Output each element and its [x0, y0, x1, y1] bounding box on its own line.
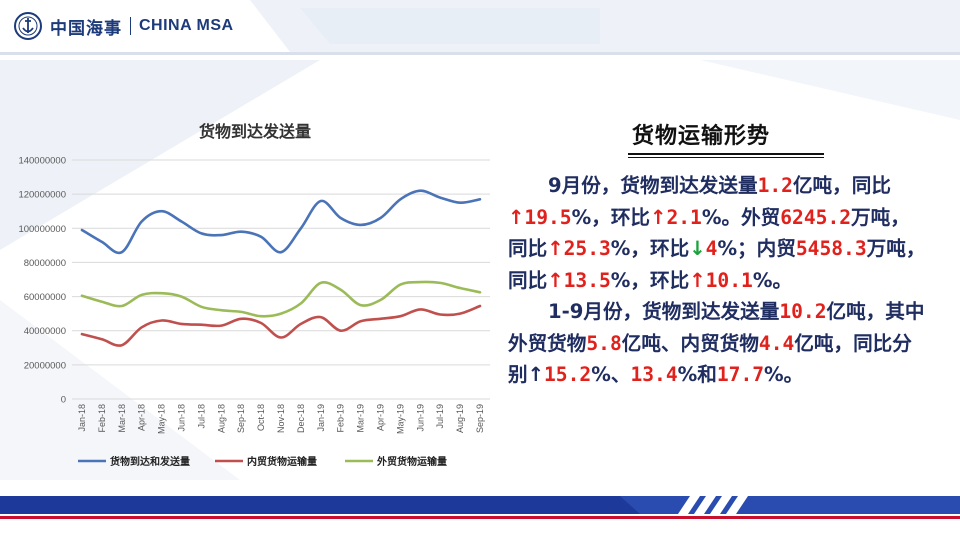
up-arrow-icon: ↑ — [650, 205, 667, 229]
section-title-underline-thin — [628, 157, 824, 158]
down-arrow-icon: ↓ — [689, 237, 706, 260]
x-tick-label: Aug-18 — [216, 404, 226, 433]
legend-label: 外贸货物运输量 — [376, 455, 447, 468]
y-tick-label: 20000000 — [24, 360, 66, 371]
logo-chinese-text: 中国海事 — [50, 18, 122, 39]
header-bar: 中国海事 CHINA MSA — [0, 0, 960, 52]
y-tick-label: 0 — [61, 395, 66, 406]
logo: 中国海事 CHINA MSA — [14, 12, 234, 40]
logo-divider — [130, 17, 131, 35]
x-tick-label: Apr-18 — [137, 404, 147, 431]
x-tick-label: Jul-19 — [435, 404, 445, 429]
x-tick-label: Sep-18 — [236, 404, 246, 433]
y-tick-label: 80000000 — [24, 258, 66, 269]
x-tick-label: Feb-18 — [97, 404, 107, 433]
x-tick-label: Jan-19 — [316, 404, 326, 432]
x-tick-label: Oct-18 — [256, 404, 266, 431]
value-total-monthly: 1.2 — [757, 174, 793, 197]
legend-label: 内贸货物运输量 — [247, 455, 317, 468]
series-line-2 — [80, 304, 482, 347]
y-tick-label: 140000000 — [18, 156, 66, 167]
x-tick-label: Dec-18 — [296, 404, 306, 433]
summary-text: 9月份，货物到达发送量1.2亿吨，同比↑19.5%，环比↑2.1%。外贸6245… — [508, 170, 928, 391]
x-tick-label: Jan-18 — [77, 404, 87, 432]
x-tick-label: Mar-19 — [356, 404, 366, 433]
x-tick-label: Nov-18 — [276, 404, 286, 433]
y-tick-label: 120000000 — [18, 190, 66, 201]
x-tick-label: May-19 — [395, 404, 405, 434]
x-tick-label: Jul-18 — [196, 404, 206, 429]
up-arrow-icon: ↑ — [689, 268, 706, 292]
header-background — [0, 0, 960, 52]
legend-label: 货物到达和发送量 — [110, 455, 190, 468]
footer-stripe — [0, 494, 960, 540]
x-tick-label: Apr-19 — [376, 404, 386, 431]
x-tick-label: Jun-19 — [415, 404, 425, 432]
y-tick-label: 100000000 — [18, 224, 66, 235]
y-tick-label: 40000000 — [24, 326, 66, 337]
line-chart: 140000000 120000000 100000000 80000000 60000… — [18, 156, 490, 468]
series-line-1 — [80, 189, 482, 255]
logo-english-text: CHINA MSA — [139, 17, 234, 34]
x-tick-label: Aug-19 — [455, 404, 465, 433]
x-tick-label: Mar-18 — [117, 404, 127, 433]
up-arrow-icon: ↑ — [527, 363, 545, 386]
up-arrow-icon: ↑ — [547, 268, 564, 292]
x-tick-label: May-18 — [157, 404, 167, 434]
up-arrow-icon: ↑ — [547, 237, 564, 260]
up-arrow-icon: ↑ — [508, 205, 525, 229]
x-tick-label: Sep-19 — [475, 404, 485, 433]
msa-emblem-icon — [14, 12, 42, 40]
series-line-3 — [80, 280, 482, 318]
section-title: 货物运输形势 — [632, 124, 771, 149]
chart-title: 货物到达发送量 — [198, 122, 311, 141]
paragraph-september: 9月份，货物到达发送量1.2亿吨，同比↑19.5%，环比↑2.1%。外贸6245… — [508, 174, 926, 292]
x-tick-label: Jun-18 — [176, 404, 186, 432]
paragraph-year-to-date: 1-9月份，货物到达发送量10.2亿吨，其中外贸货物5.8亿吨、内贸货物4.4亿… — [508, 300, 925, 386]
section-title-underline — [628, 153, 824, 155]
y-tick-label: 60000000 — [24, 292, 66, 303]
x-tick-label: Feb-19 — [336, 404, 346, 433]
